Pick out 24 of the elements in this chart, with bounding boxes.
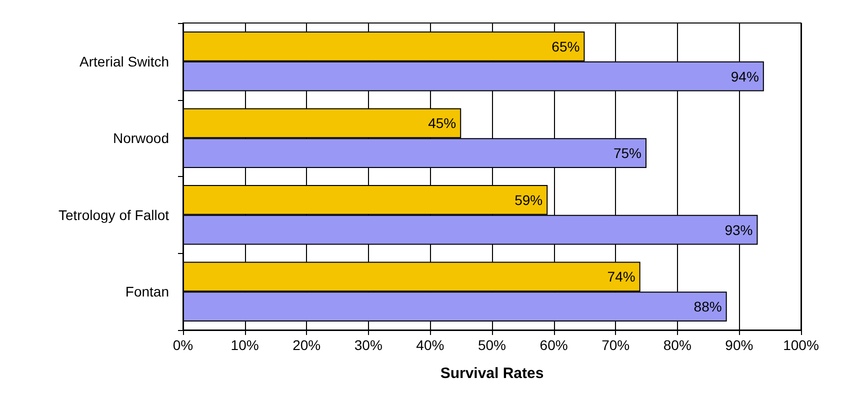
x-tick-label: 70% (602, 337, 630, 353)
y-tick-label: Tetrology of Fallot (58, 206, 170, 223)
x-tick-label: 90% (725, 337, 754, 353)
x-axis-title: Survival Rates (440, 365, 544, 382)
y-tick-label: Norwood (112, 130, 169, 146)
y-tick-label: Arterial Switch (80, 53, 169, 70)
x-tick-label: 0% (172, 337, 194, 353)
x-tick-label: 40% (416, 337, 444, 353)
x-tick-label: 60% (540, 337, 568, 353)
x-tick-label: 100% (783, 337, 819, 353)
data-label: 93% (724, 222, 753, 238)
y-tick-label: Fontan (125, 284, 169, 300)
data-label: 75% (613, 145, 642, 162)
data-label: 88% (694, 298, 722, 315)
data-label: 59% (514, 192, 543, 208)
x-tick-label: 10% (230, 337, 259, 353)
data-label: 45% (428, 115, 456, 132)
data-label: 74% (607, 268, 636, 285)
x-tick-label: 50% (478, 337, 506, 353)
data-label: 65% (552, 38, 580, 54)
x-tick-label: 30% (354, 337, 382, 353)
x-tick-label: 80% (663, 337, 692, 353)
data-label: 94% (730, 68, 759, 84)
x-tick-label: 20% (292, 337, 321, 353)
